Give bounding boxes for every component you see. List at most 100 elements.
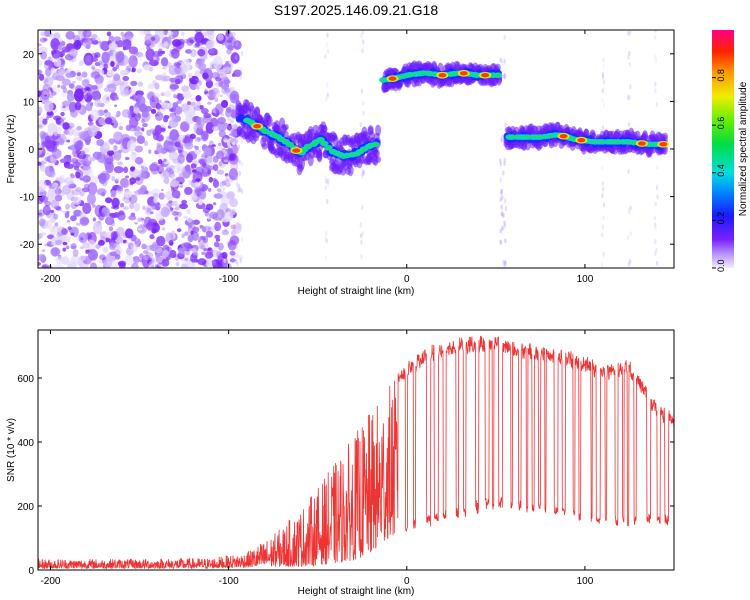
spectrogram-streak-cell bbox=[601, 88, 604, 94]
spectrogram-noise-cell bbox=[187, 217, 193, 224]
spectrogram-noise-cell bbox=[205, 40, 216, 50]
spectrogram-noise-cell bbox=[65, 31, 75, 40]
spectrogram-noise-cell bbox=[42, 83, 51, 95]
spectrogram-noise-cell bbox=[169, 84, 179, 90]
spectrogram-noise-cell bbox=[149, 234, 155, 240]
spectrogram-streak-cell bbox=[504, 197, 507, 203]
spectrogram-noise-cell bbox=[191, 169, 197, 173]
spectrogram-noise-cell bbox=[197, 236, 201, 241]
spectrogram-streak-cell bbox=[326, 32, 329, 38]
spectrogram-noise-cell bbox=[66, 188, 75, 201]
spectrogram-noise-cell bbox=[207, 101, 212, 105]
spectrogram-noise-cell bbox=[76, 126, 82, 131]
spectrogram-noise-cell bbox=[122, 76, 130, 82]
spectrogram-noise-cell bbox=[232, 117, 236, 120]
spectrogram-noise-cell bbox=[207, 226, 212, 232]
spectrogram-noise-cell bbox=[60, 209, 64, 212]
spectrogram-noise-cell bbox=[108, 226, 114, 232]
spectrogram-noise-cell bbox=[150, 108, 157, 114]
spectrogram-noise-cell bbox=[145, 48, 155, 61]
spectrogram-ridge-core bbox=[317, 137, 324, 142]
colorbar-tick-label: 0.6 bbox=[716, 117, 726, 130]
spectrogram-streak-cell bbox=[628, 95, 631, 101]
spectrogram-noise-cell bbox=[202, 235, 209, 244]
spectrogram-streak-cell bbox=[654, 30, 657, 33]
spectrogram-noise-cell bbox=[66, 210, 70, 215]
spectrogram-noise-cell bbox=[73, 88, 84, 103]
spectrogram-noise-cell bbox=[163, 158, 167, 162]
spectrogram-noise-cell bbox=[44, 200, 52, 207]
spectrogram-streak-cell bbox=[654, 222, 657, 228]
spectrogram-noise-cell bbox=[75, 187, 82, 192]
spectrogram-noise-cell bbox=[139, 256, 143, 260]
spectrogram-noise-cell bbox=[230, 52, 240, 64]
spectrogram-noise-cell bbox=[131, 69, 136, 73]
spectrogram-noise-cell bbox=[192, 226, 200, 233]
spectrogram-noise-cell bbox=[130, 80, 138, 86]
spectrogram-streak-cell bbox=[629, 84, 632, 90]
spectrogram-noise-cell bbox=[208, 48, 215, 54]
spectrogram-noise-cell bbox=[229, 250, 236, 256]
spectrogram-noise-cell bbox=[167, 31, 174, 36]
spectrogram-streak-cell bbox=[240, 188, 244, 194]
spectrogram-noise-cell bbox=[225, 182, 231, 188]
spectrogram-ridge-core bbox=[372, 142, 379, 147]
spectrogram-noise-cell bbox=[50, 199, 60, 209]
spectrogram-noise-cell bbox=[81, 71, 88, 78]
spectrogram-noise-cell bbox=[207, 169, 212, 175]
spectrogram-streak-cell bbox=[626, 95, 630, 101]
spectrogram-streak-cell bbox=[326, 48, 330, 54]
spectrogram-hotspot bbox=[577, 137, 586, 143]
spectrogram-streak-cell bbox=[627, 207, 630, 213]
spectrogram-noise-cell bbox=[47, 188, 57, 202]
spectrogram-streak-cell bbox=[656, 194, 659, 200]
spectrogram-streak-cell bbox=[325, 42, 329, 48]
spectrogram-ridge-core bbox=[495, 73, 501, 78]
spectrogram-noise-cell bbox=[117, 80, 126, 86]
spectrogram-noise-cell bbox=[187, 72, 193, 79]
spectrogram-noise-cell bbox=[219, 202, 229, 216]
spectrogram-streak-cell bbox=[503, 223, 506, 229]
spectrogram-noise-cell bbox=[196, 116, 205, 129]
spectrogram-noise-cell bbox=[67, 127, 74, 136]
spectrogram-noise-cell bbox=[68, 83, 74, 89]
spectrogram-streak-cell bbox=[324, 185, 328, 191]
spectrogram-streak-cell bbox=[627, 168, 630, 174]
spectrogram-noise-cell bbox=[82, 175, 91, 183]
spectrogram-streak-cell bbox=[237, 187, 240, 193]
spectrogram-noise-cell bbox=[203, 37, 208, 42]
spectrogram-noise-cell bbox=[102, 246, 109, 253]
spectrogram-noise-cell bbox=[160, 188, 164, 192]
spectrogram-noise-cell bbox=[135, 177, 141, 181]
spectrogram-noise-cell bbox=[146, 92, 153, 100]
spectrogram-noise-cell bbox=[201, 225, 211, 233]
spectrogram-streak-cell bbox=[602, 102, 606, 108]
spectrogram-noise-cell bbox=[217, 33, 224, 41]
spectrogram-streak-cell bbox=[362, 169, 365, 175]
spectrogram-streak-cell bbox=[601, 180, 605, 186]
spectrogram-streak-cell bbox=[601, 186, 605, 192]
spectrogram-noise-cell bbox=[215, 150, 225, 160]
spectrogram-noise-cell bbox=[133, 190, 137, 194]
spectrogram-streak-cell bbox=[324, 230, 328, 236]
spectrogram-noise-cell bbox=[117, 121, 124, 126]
spectrogram-noise-cell bbox=[205, 79, 214, 89]
spectrogram-noise-cell bbox=[90, 57, 99, 62]
spectrogram-noise-cell bbox=[40, 31, 46, 37]
spectrogram-noise-cell bbox=[208, 176, 214, 183]
spectrogram-noise-cell bbox=[171, 48, 180, 59]
spectrogram-xlabel: Height of straight line (km) bbox=[298, 286, 415, 297]
spectrogram-noise-cell bbox=[53, 32, 61, 40]
spectrogram-noise-cell bbox=[137, 81, 144, 87]
spectrogram-noise-cell bbox=[141, 243, 147, 250]
spectrogram-noise-cell bbox=[197, 258, 207, 266]
spectrogram-streak-cell bbox=[324, 254, 328, 260]
spectrogram-noise-cell bbox=[106, 31, 112, 37]
spectrogram-streak-cell bbox=[500, 134, 504, 140]
spectrogram-xtick-label: -100 bbox=[219, 274, 239, 285]
spectrogram-noise-cell bbox=[146, 129, 152, 137]
spectrogram-noise-cell bbox=[113, 36, 121, 42]
spectrogram-noise-cell bbox=[119, 203, 125, 208]
snr-ylabel: SNR (10 * v/v) bbox=[6, 418, 17, 482]
